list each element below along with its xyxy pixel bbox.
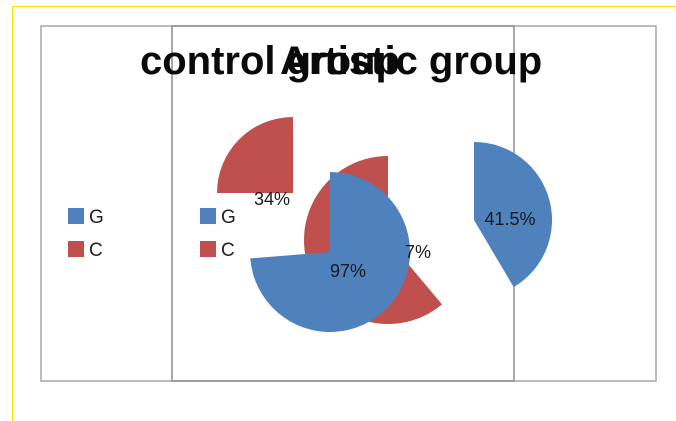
data-label-c: 7% [405, 242, 431, 262]
chart-a-legend: G C [68, 207, 104, 261]
data-label-g: 97% [330, 261, 366, 281]
legend-swatch-c [200, 241, 216, 257]
chart-a-title: control group [140, 39, 400, 83]
data-labels-layer: 41.5% 97% 7% 34% [254, 189, 536, 281]
legend-swatch-g [200, 208, 216, 224]
pie-slice-g [474, 142, 553, 288]
pie-slice-g [250, 172, 411, 332]
legend-swatch-g [68, 208, 84, 224]
data-label-g: 41.5% [484, 209, 535, 229]
data-label-c: 34% [254, 189, 290, 209]
legend-label-c: C [221, 240, 235, 261]
legend-label-g: G [89, 207, 104, 228]
pie-slices-layer [217, 117, 553, 332]
chart-b-legend: G C [200, 207, 236, 261]
page-frame [12, 6, 676, 421]
pie-slice-c [217, 117, 293, 193]
chart-b-title: Artistic group [280, 39, 542, 83]
legend-label-g: G [221, 207, 236, 228]
legend-label-c: C [89, 240, 103, 261]
legend-swatch-c [68, 241, 84, 257]
